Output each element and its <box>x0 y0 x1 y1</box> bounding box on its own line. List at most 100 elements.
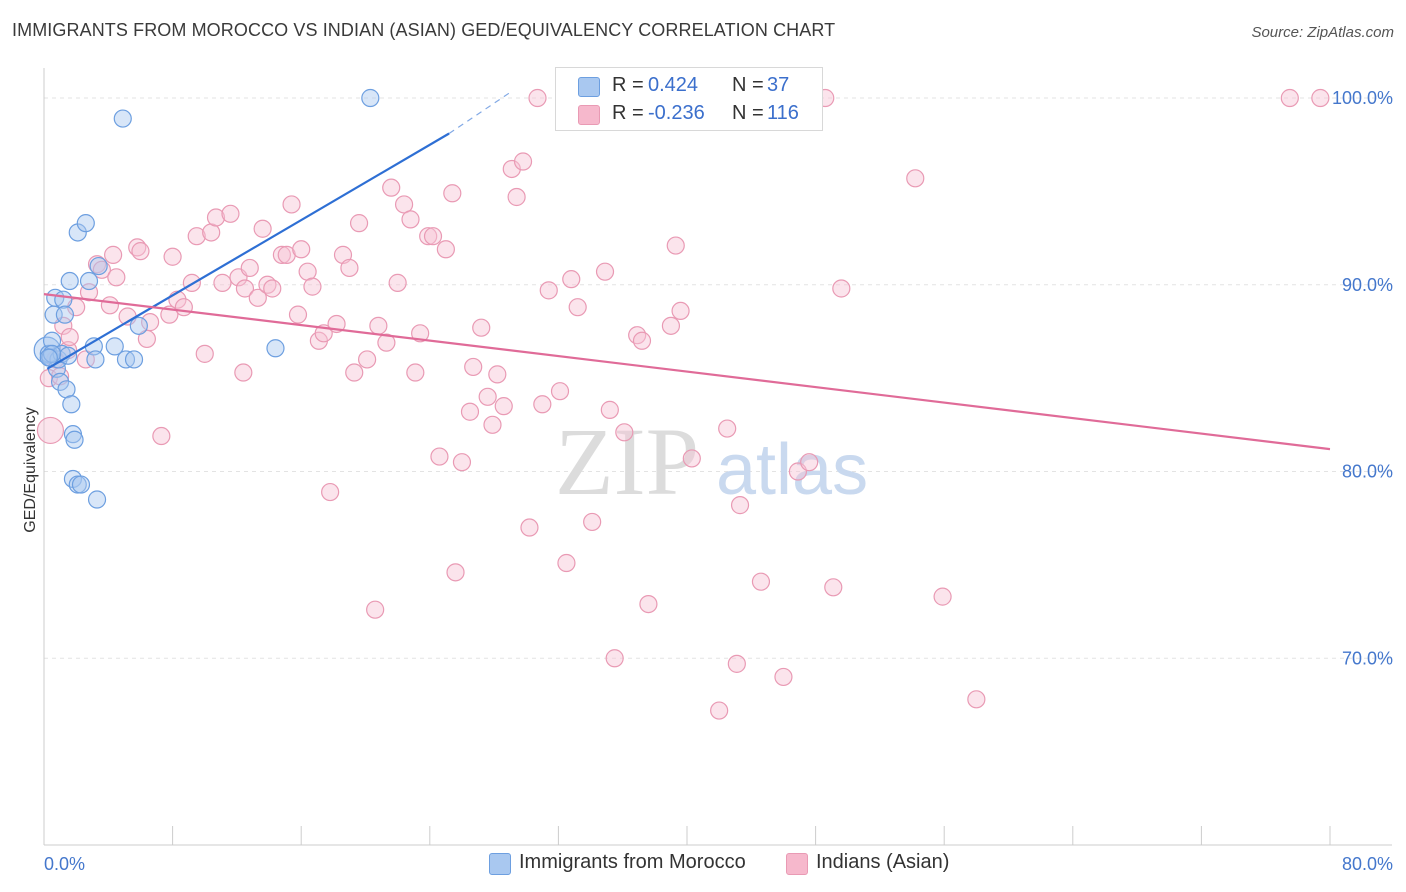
legend-swatch-indians <box>578 105 600 125</box>
blue-point-27 <box>105 337 124 356</box>
watermark: ZIP atlas <box>555 408 868 515</box>
legend-label-morocco: Immigrants from Morocco <box>519 851 746 873</box>
pink-point-96 <box>632 331 652 350</box>
pink-point-88 <box>562 270 581 289</box>
pink-point-17 <box>131 242 150 261</box>
x-tick-label-0: 0.0% <box>44 854 85 874</box>
y-tick-label-2: 80.0% <box>1342 462 1393 482</box>
pink-point-31 <box>221 204 240 223</box>
blue-point-15 <box>62 395 81 414</box>
pink-point-40 <box>272 245 292 264</box>
blue-point-32 <box>266 339 285 358</box>
axes <box>43 68 1392 846</box>
pink-point-46 <box>303 277 322 296</box>
pink-point-97 <box>639 594 658 614</box>
blue-point-30 <box>129 316 148 335</box>
pink-point-29 <box>206 208 226 227</box>
pink-point-59 <box>382 178 401 197</box>
legend-swatch-indians <box>786 853 808 875</box>
pink-point-34 <box>235 279 255 298</box>
pink-point-92 <box>600 400 619 419</box>
legend-row-indians: R = -0.236 N = 116 <box>556 102 822 128</box>
pink-point-30 <box>213 273 232 292</box>
legend-swatch-morocco <box>489 853 511 875</box>
legend-row-morocco: R = 0.424 N = 37 <box>556 74 822 100</box>
pink-point-99 <box>666 236 685 255</box>
y-axis-label: GED/Equivalency <box>22 407 39 532</box>
pink-point-39 <box>263 279 282 298</box>
pink-point-8 <box>76 350 95 369</box>
pink-point-52 <box>340 258 359 278</box>
pink-point-62 <box>401 210 420 229</box>
pink-point-37 <box>253 219 272 238</box>
pink-point-81 <box>513 152 533 171</box>
legend-n-label: N = <box>732 74 764 96</box>
pink-point-65 <box>419 227 438 246</box>
pink-point-76 <box>483 415 502 434</box>
pink-point-91 <box>595 262 615 281</box>
blue-point-26 <box>87 490 107 509</box>
pink-point-60 <box>388 273 407 292</box>
blue-point-11 <box>55 305 74 324</box>
legend-swatch-morocco <box>578 77 600 97</box>
legend-r-value: -0.236 <box>648 102 705 124</box>
pink-point-27 <box>195 344 214 363</box>
pink-point-57 <box>369 316 388 335</box>
pink-point-80 <box>507 187 526 207</box>
trend-lines <box>43 91 1331 451</box>
pink-point-77 <box>488 365 507 384</box>
stats-legend: R = 0.424 N = 37 R = -0.236 N = 116 <box>555 67 823 131</box>
blue-point-10 <box>54 290 73 309</box>
pink-point-84 <box>533 395 552 414</box>
pink-point-100 <box>671 301 690 321</box>
blue-point-33 <box>361 88 380 108</box>
pink-point-1 <box>36 416 65 445</box>
chart-title: IMMIGRANTS FROM MOROCCO VS INDIAN (ASIAN… <box>12 20 836 40</box>
legend-n-label: N = <box>732 102 764 124</box>
blue-point-22 <box>76 214 95 233</box>
pink-point-58 <box>377 333 396 352</box>
pink-point-12 <box>100 296 120 315</box>
pink-point-68 <box>436 240 455 259</box>
pink-point-106 <box>751 572 771 591</box>
blue-point-35 <box>89 256 108 276</box>
pink-point-103 <box>718 419 737 438</box>
pink-point-85 <box>539 281 558 300</box>
pink-point-105 <box>730 496 750 515</box>
pink-point-61 <box>394 195 414 214</box>
pink-point-66 <box>423 227 443 246</box>
pink-point-78 <box>494 397 513 416</box>
pink-point-114 <box>967 690 986 709</box>
pink-point-113 <box>933 587 952 606</box>
pink-point-74 <box>472 318 491 337</box>
pink-point-115 <box>1280 88 1299 108</box>
pink-point-82 <box>520 518 539 537</box>
pink-point-69 <box>443 184 462 203</box>
watermark-zip: ZIP <box>555 408 699 515</box>
legend-r-value: 0.424 <box>648 74 699 96</box>
pink-point-43 <box>288 305 308 324</box>
source-label: Source: ZipAtlas.com <box>1251 24 1394 41</box>
pink-point-101 <box>682 449 701 468</box>
legend-n-value: 116 <box>767 102 799 124</box>
pink-point-71 <box>452 453 472 472</box>
pink-point-98 <box>661 316 681 335</box>
pink-point-56 <box>366 600 385 619</box>
trend-line-morocco <box>46 132 450 370</box>
pink-point-109 <box>800 453 819 472</box>
pink-point-89 <box>568 298 587 317</box>
pink-point-83 <box>528 88 547 108</box>
blue-point-20 <box>71 475 91 494</box>
pink-point-94 <box>615 423 634 442</box>
trend-line-indians <box>43 293 1331 451</box>
pink-point-116 <box>1311 88 1330 108</box>
pink-point-55 <box>358 350 377 369</box>
x-tick-label-1: 80.0% <box>1342 854 1393 874</box>
pink-point-63 <box>406 363 425 382</box>
pink-point-73 <box>464 357 483 377</box>
pink-point-20 <box>152 426 171 446</box>
pink-point-67 <box>430 447 449 466</box>
series-legend: Immigrants from Morocco Indians (Asian) <box>0 851 1406 877</box>
pink-point-75 <box>478 387 497 406</box>
